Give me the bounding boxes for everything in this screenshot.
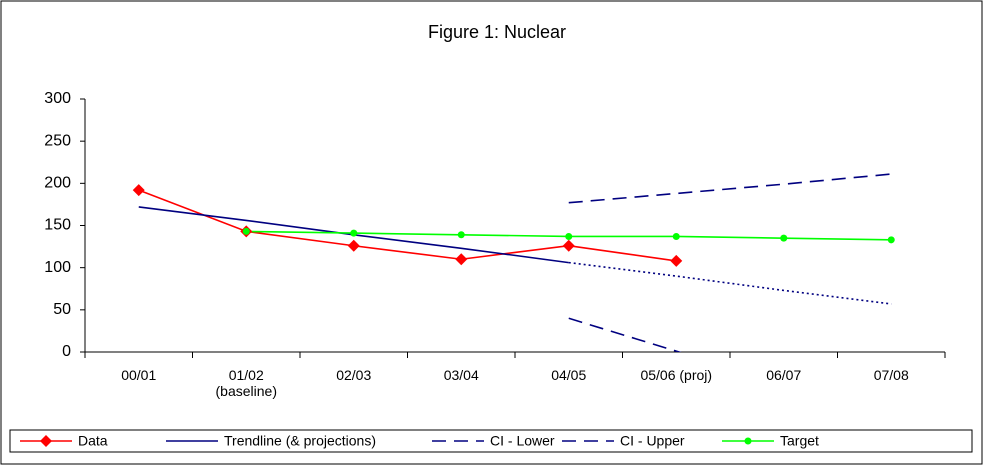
legend-label: CI - Lower [490, 433, 555, 449]
x-tick-label: 05/06 (proj) [640, 367, 713, 383]
y-tick-label: 100 [44, 259, 71, 276]
series-line [568, 317, 682, 352]
y-tick-label: 200 [44, 175, 71, 192]
y-tick-label: 150 [44, 217, 71, 234]
legend-marker [744, 437, 752, 445]
legend-box [9, 429, 973, 453]
data-point [455, 253, 468, 266]
x-tick-label: 04/05 [551, 367, 587, 383]
data-point [565, 232, 573, 240]
x-tick-label: 00/01 [121, 367, 157, 383]
x-tick-label: 03/04 [443, 367, 479, 383]
data-point [350, 229, 358, 237]
legend-label: Trendline (& projections) [224, 433, 376, 449]
data-point [887, 236, 895, 244]
projection-line [568, 261, 892, 305]
legend-marker [40, 435, 52, 447]
data-point [672, 232, 680, 240]
y-tick-label: 300 [44, 90, 71, 107]
data-point [347, 239, 360, 252]
legend-label: Target [780, 433, 819, 449]
data-point [132, 184, 145, 197]
x-tick-label: 06/07 [766, 367, 802, 383]
x-tick-label: 07/08 [873, 367, 909, 383]
legend-label: CI - Upper [620, 433, 685, 449]
legend-label: Data [78, 433, 108, 449]
series-line [568, 173, 892, 204]
y-tick-label: 0 [62, 343, 71, 360]
data-point [457, 231, 465, 239]
y-tick-label: 50 [53, 301, 71, 318]
chart-title: Figure 1: Nuclear [428, 22, 566, 42]
x-tick-label: 01/02 (baseline) [215, 367, 277, 399]
data-point [780, 234, 788, 242]
data-point [562, 239, 575, 252]
data-point [670, 254, 683, 267]
data-point [242, 227, 250, 235]
x-tick-label: 02/03 [336, 367, 372, 383]
y-tick-label: 250 [44, 132, 71, 149]
series-line [138, 189, 677, 262]
